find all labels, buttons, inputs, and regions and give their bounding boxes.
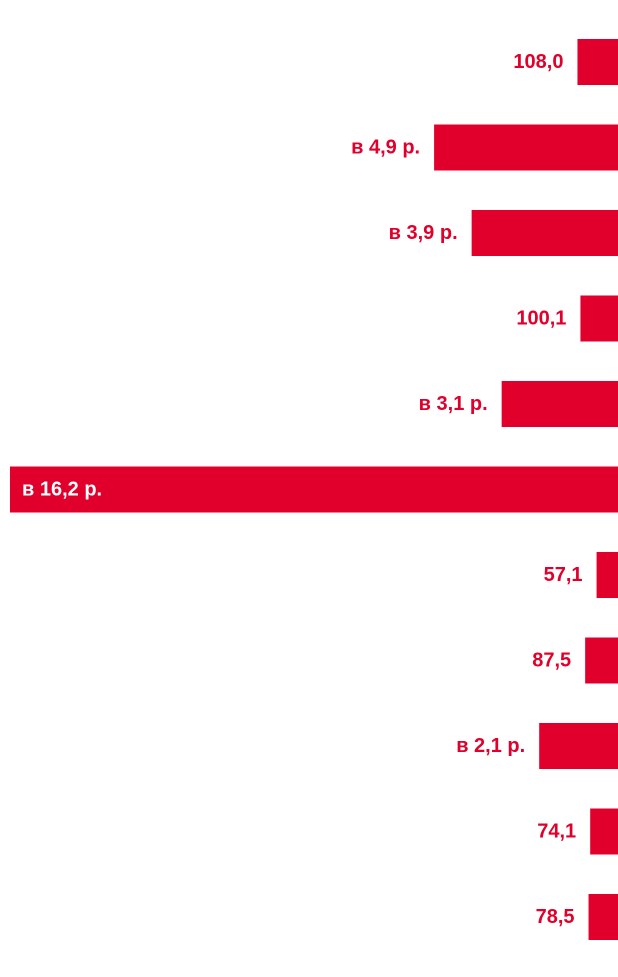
bar-label-4: 100,1 <box>516 308 566 330</box>
bar-label-1: 108,0 <box>513 51 563 73</box>
bar-label-7: 57,1 <box>544 564 583 586</box>
bar-label-11: 78,5 <box>536 906 575 928</box>
bar-5 <box>501 381 618 427</box>
bar-1 <box>577 39 618 85</box>
bar-4 <box>580 295 618 342</box>
bar-2 <box>434 124 618 171</box>
bar-label-6: в 16,2 р. <box>22 479 102 501</box>
bar-6 <box>10 466 618 513</box>
bar-label-8: 87,5 <box>532 650 571 672</box>
bar-label-10: 74,1 <box>537 821 576 843</box>
bar-11 <box>588 894 618 940</box>
bar-7 <box>596 552 618 598</box>
bar-8 <box>585 637 618 684</box>
bar-label-3: в 3,9 р. <box>389 222 458 244</box>
bar-9 <box>539 723 618 769</box>
bar-label-5: в 3,1 р. <box>419 393 488 415</box>
bar-label-2: в 4,9 р. <box>351 137 420 159</box>
bar-10 <box>590 808 618 855</box>
bar-label-9: в 2,1 р. <box>456 735 525 757</box>
bar-3 <box>471 210 618 256</box>
